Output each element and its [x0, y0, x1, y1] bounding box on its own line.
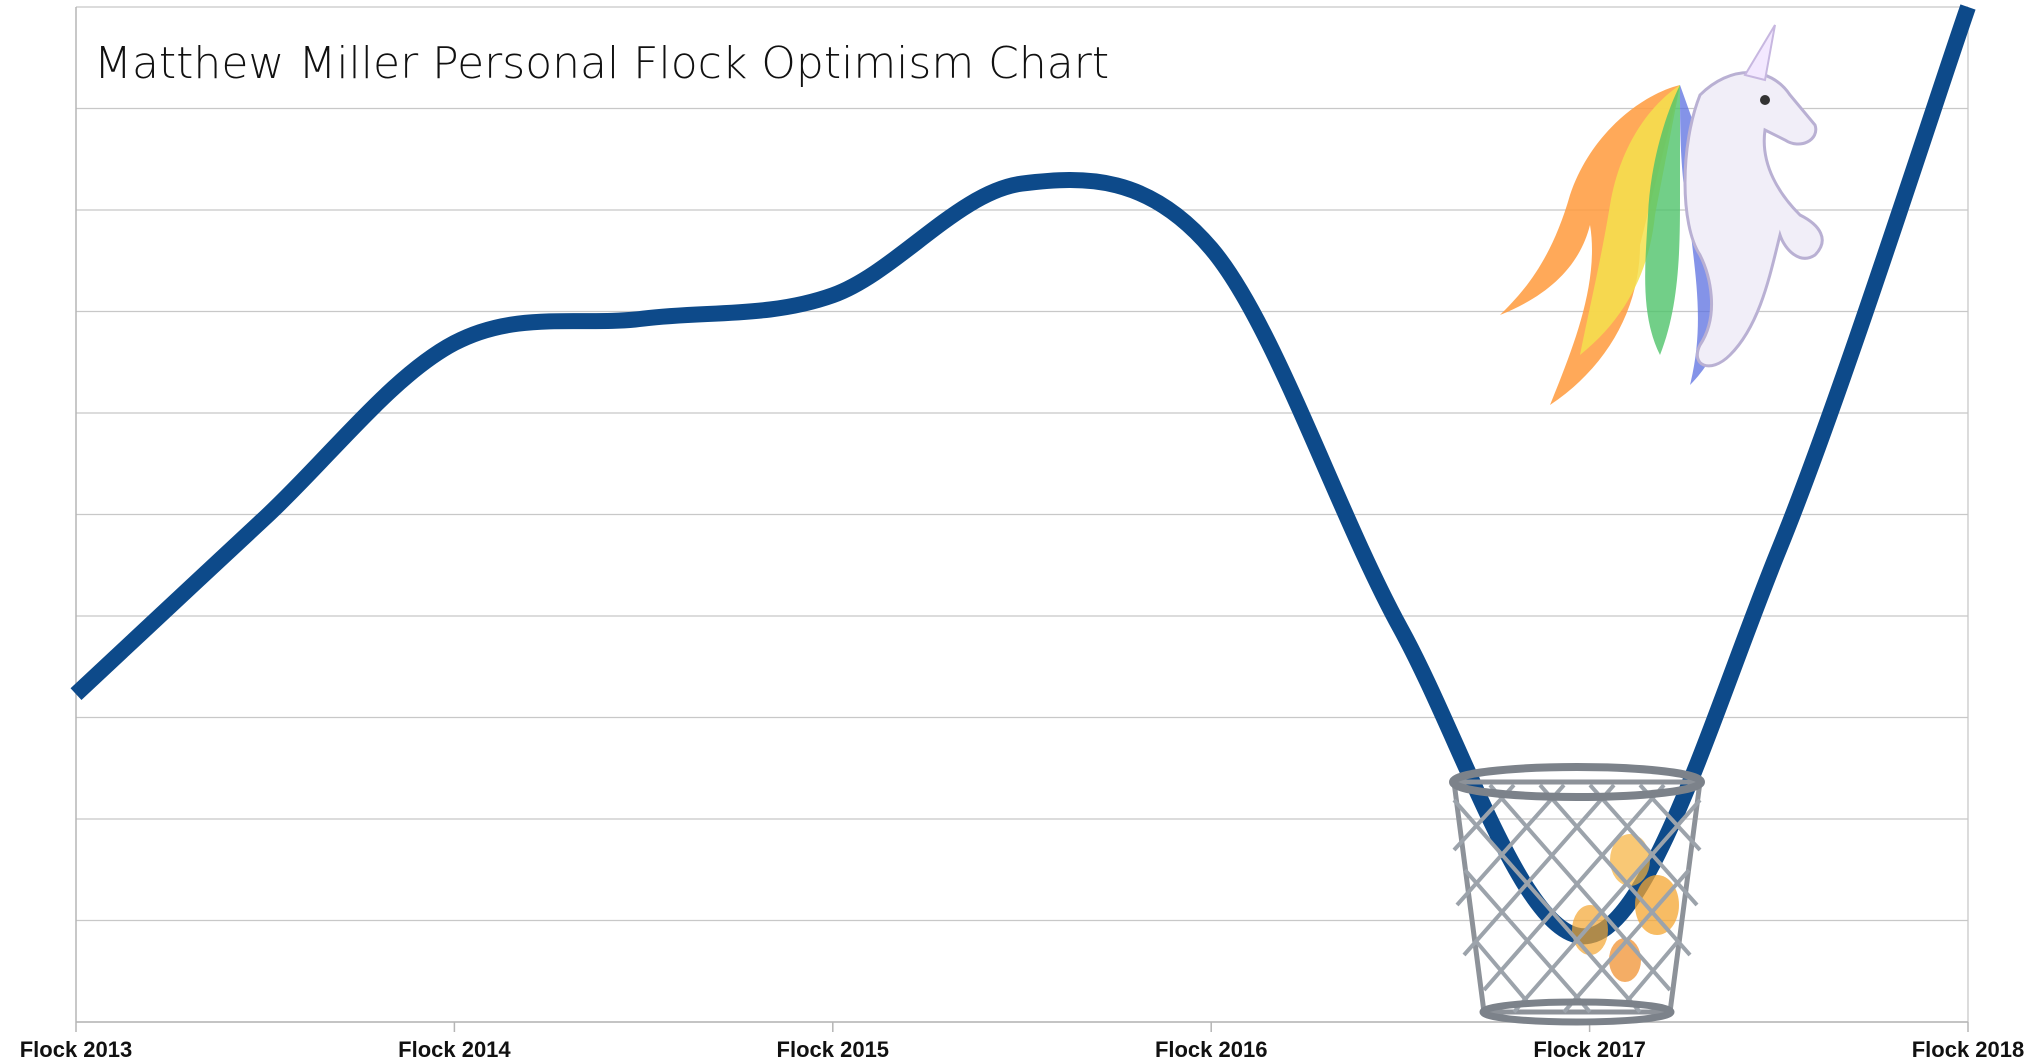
- x-tick-label: Flock 2016: [1155, 1037, 1268, 1062]
- x-tick-label: Flock 2015: [777, 1037, 890, 1062]
- x-tick-label: Flock 2014: [398, 1037, 511, 1062]
- line-layer: [70, 4, 1976, 945]
- trash-basket-illustration: [1449, 763, 1705, 1026]
- x-tick-label: Flock 2018: [1912, 1037, 2025, 1062]
- grid-layer: Flock 2013 Flock 2014 Flock 2015 Flock 2016…: [20, 6, 2025, 1062]
- chart-title: Matthew Miller Personal Flock Optimism C…: [94, 38, 1109, 89]
- unicorn-illustration: [1500, 24, 1824, 405]
- data-line: [70, 4, 1976, 945]
- x-tick-label: Flock 2013: [20, 1037, 133, 1062]
- x-tick-label: Flock 2017: [1533, 1037, 1646, 1062]
